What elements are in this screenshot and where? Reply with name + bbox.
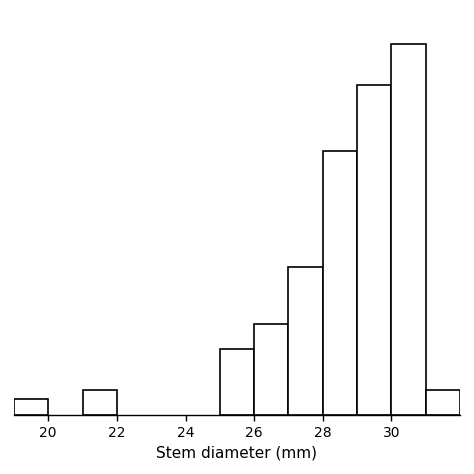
Bar	[323, 151, 357, 415]
Bar	[426, 391, 460, 415]
Bar	[392, 44, 426, 415]
Bar	[289, 266, 323, 415]
X-axis label: Stem diameter (mm): Stem diameter (mm)	[156, 445, 318, 460]
Bar	[14, 399, 48, 415]
Bar	[220, 349, 254, 415]
Bar	[254, 324, 289, 415]
Bar	[82, 391, 117, 415]
Bar	[357, 85, 392, 415]
